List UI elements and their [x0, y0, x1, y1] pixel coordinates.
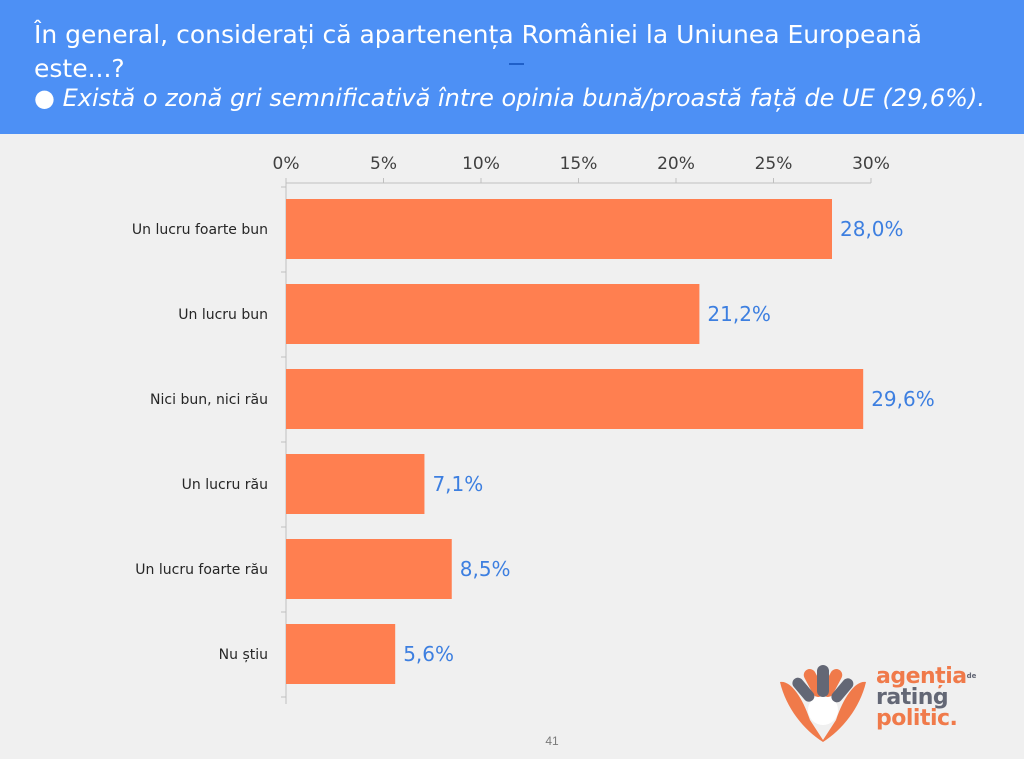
x-tick-label: 25% — [755, 154, 793, 174]
x-tick-label: 0% — [273, 154, 300, 174]
data-label: 28,0% — [840, 217, 904, 241]
category-label: Un lucru foarte rău — [135, 562, 268, 578]
logo-word-politic: politic. — [876, 706, 958, 731]
header-banner: În general, considerați că apartenența R… — [0, 0, 1024, 134]
logo-text: agențiade rating politic. — [876, 664, 977, 731]
data-label: 21,2% — [707, 302, 771, 326]
agentia-logo: agențiade rating politic. — [776, 664, 981, 744]
category-label: Nu știu — [219, 647, 268, 663]
bar — [286, 539, 452, 599]
x-tick-label: 10% — [462, 154, 500, 174]
category-label: Un lucru rău — [182, 477, 268, 493]
data-label: 7,1% — [432, 472, 483, 496]
bar — [286, 284, 700, 344]
logo-word-agentia: agenția — [876, 664, 967, 689]
x-tick-label: 15% — [560, 154, 598, 174]
logo-word-de: de — [966, 672, 977, 680]
x-tick-label: 20% — [657, 154, 695, 174]
question-line-1: În general, considerați că apartenența R… — [34, 20, 922, 49]
page-number: 41 — [545, 734, 559, 748]
bar — [286, 369, 864, 429]
bar — [286, 624, 396, 684]
x-tick-label: 5% — [370, 154, 397, 174]
x-tick-label: 30% — [852, 154, 890, 174]
bar-chart: 0% 5% 10% 15% 20% 25% 30% Un lucru foarte bun 28… — [132, 154, 935, 704]
logo-mark-icon — [780, 665, 866, 742]
header-dash — [509, 63, 524, 65]
question-line-2: este...? — [34, 54, 125, 83]
data-label: 5,6% — [403, 642, 454, 666]
bar — [286, 454, 425, 514]
data-label: 29,6% — [871, 387, 935, 411]
bar — [286, 199, 832, 259]
insight-text: ● Există o zonă gri semnificativă între … — [34, 84, 985, 112]
category-label: Nici bun, nici rău — [150, 392, 268, 408]
data-label: 8,5% — [460, 557, 511, 581]
category-label: Un lucru foarte bun — [132, 222, 268, 238]
category-label: Un lucru bun — [178, 307, 268, 323]
logo-word-rating: rating — [876, 685, 949, 710]
